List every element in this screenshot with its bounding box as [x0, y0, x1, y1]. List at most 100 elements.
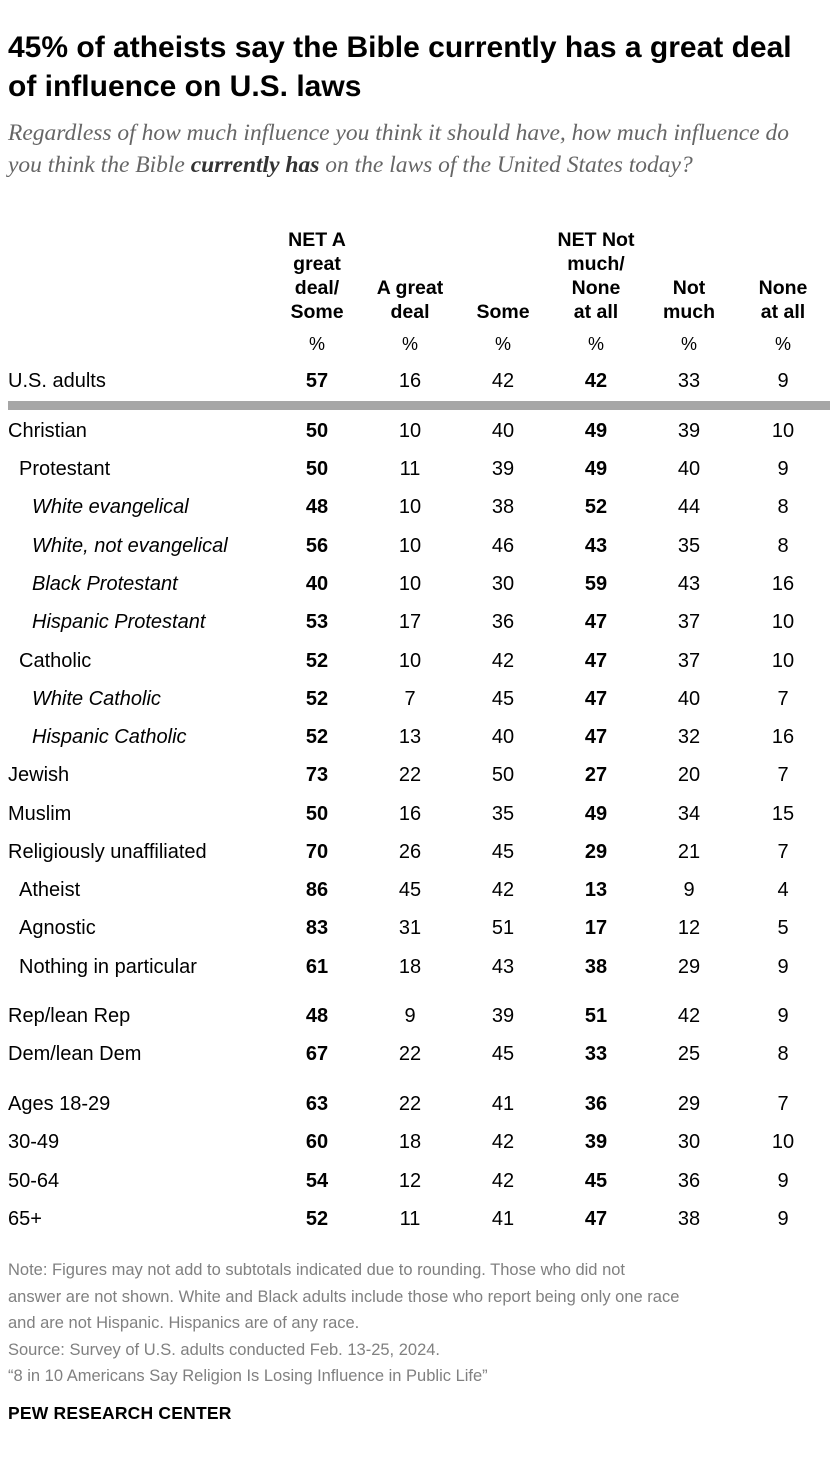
- chart-title: 45% of atheists say the Bible currently …: [8, 31, 792, 103]
- row-label: Nothing in particular: [19, 956, 197, 978]
- table-cell: 49: [584, 803, 608, 825]
- table-cell: 12: [677, 917, 701, 939]
- table-cell: 33: [677, 370, 701, 392]
- table-cell: 34: [677, 803, 701, 825]
- table-cell: 8: [777, 496, 789, 518]
- table-cell: 47: [584, 611, 608, 633]
- column-header: A great deal: [355, 228, 465, 324]
- table-cell: 33: [584, 1043, 608, 1065]
- unit-label: %: [587, 334, 604, 354]
- chart-subtitle: Regardless of how much influence you thi…: [8, 118, 818, 181]
- table-row: Christian 50 10 40 49 39 10: [0, 420, 840, 450]
- row-label: Religiously unaffiliated: [8, 841, 207, 863]
- table-cell: 17: [398, 611, 422, 633]
- report-title-line: “8 in 10 Americans Say Religion Is Losin…: [8, 1367, 488, 1385]
- table-row: Hispanic Protestant 53 17 36 47 37 10: [0, 611, 840, 641]
- table-cell: 39: [491, 1005, 515, 1027]
- column-header-line: deal: [390, 301, 430, 323]
- table-cell: 51: [584, 1005, 608, 1027]
- table-cell: 41: [491, 1093, 515, 1115]
- row-label: Black Protestant: [32, 573, 178, 595]
- table-cell: 44: [677, 496, 701, 518]
- table-row: Ages 18-29 63 22 41 36 29 7: [0, 1093, 840, 1123]
- table-cell: 10: [398, 420, 422, 442]
- table-row: White evangelical 48 10 38 52 44 8: [0, 496, 840, 526]
- table-cell: 52: [305, 650, 329, 672]
- table-cell: 7: [777, 1093, 789, 1115]
- table-cell: 49: [584, 420, 608, 442]
- table-cell: 10: [398, 573, 422, 595]
- table-cell: 60: [305, 1131, 329, 1153]
- table-cell: 7: [777, 841, 789, 863]
- table-cell: 21: [677, 841, 701, 863]
- table-cell: 29: [584, 841, 608, 863]
- table-row: Jewish 73 22 50 27 20 7: [0, 764, 840, 794]
- table-cell: 45: [491, 841, 515, 863]
- table-cell: 43: [677, 573, 701, 595]
- row-label: 50-64: [8, 1170, 60, 1192]
- table-cell: 40: [305, 573, 329, 595]
- table-cell: 46: [491, 535, 515, 557]
- table-cell: 5: [777, 917, 789, 939]
- table-cell: 39: [677, 420, 701, 442]
- table-cell: 31: [398, 917, 422, 939]
- table-cell: 9: [777, 1208, 789, 1230]
- table-cell: 11: [399, 458, 421, 480]
- table-cell: 53: [305, 611, 329, 633]
- table-cell: 22: [398, 764, 422, 786]
- table-cell: 13: [398, 726, 422, 748]
- row-label: Ages 18-29: [8, 1093, 111, 1115]
- table-cell: 32: [677, 726, 701, 748]
- table-cell: 38: [677, 1208, 701, 1230]
- unit-label: %: [308, 334, 325, 354]
- table-cell: 10: [398, 650, 422, 672]
- table-cell: 51: [491, 917, 515, 939]
- table-row: Protestant 50 11 39 49 40 9: [0, 458, 840, 488]
- table-cell: 38: [584, 956, 608, 978]
- table-row: 50-64 54 12 42 45 36 9: [0, 1170, 840, 1200]
- table-row: Muslim 50 16 35 49 34 15: [0, 803, 840, 833]
- column-header-line: A great: [376, 277, 444, 299]
- table-cell: 43: [584, 535, 608, 557]
- table-row: Rep/lean Rep 48 9 39 51 42 9: [0, 1005, 840, 1035]
- row-label: White evangelical: [32, 496, 189, 518]
- table-cell: 10: [398, 496, 422, 518]
- table-cell: 42: [584, 370, 608, 392]
- table-cell: 73: [305, 764, 329, 786]
- table-cell: 42: [491, 370, 515, 392]
- table-cell: 37: [677, 650, 701, 672]
- table-cell: 36: [677, 1170, 701, 1192]
- note-line: Note: Figures may not add to subtotals i…: [8, 1261, 626, 1279]
- column-header-line: at all: [760, 301, 806, 323]
- row-label: U.S. adults: [8, 370, 106, 392]
- row-label: Atheist: [19, 879, 81, 901]
- table-cell: 40: [491, 726, 515, 748]
- table-cell: 45: [491, 688, 515, 710]
- table-cell: 7: [404, 688, 416, 710]
- row-label: Dem/lean Dem: [8, 1043, 142, 1065]
- table-cell: 30: [677, 1131, 701, 1153]
- table-cell: 10: [771, 650, 795, 672]
- table-cell: 43: [491, 956, 515, 978]
- table-cell: 42: [491, 650, 515, 672]
- table-cell: 45: [491, 1043, 515, 1065]
- row-label: White, not evangelical: [32, 535, 228, 557]
- table-row: White Catholic 52 7 45 47 40 7: [0, 688, 840, 718]
- table-cell: 12: [398, 1170, 422, 1192]
- subtitle-text-end: on the laws of the United States today?: [319, 151, 693, 178]
- table-row: Nothing in particular 61 18 43 38 29 9: [0, 956, 840, 986]
- note-line: and are not Hispanic. Hispanics are of a…: [8, 1314, 360, 1332]
- unit-label: %: [494, 334, 511, 354]
- table-cell: 52: [305, 688, 329, 710]
- table-cell: 47: [584, 650, 608, 672]
- table-cell: 86: [305, 879, 329, 901]
- table-cell: 16: [398, 370, 422, 392]
- table-cell: 59: [584, 573, 608, 595]
- table-cell: 9: [683, 879, 695, 901]
- column-header-line: great: [293, 253, 341, 275]
- column-header-line: NET A: [288, 229, 346, 251]
- row-label: Rep/lean Rep: [8, 1005, 131, 1027]
- table-row: U.S. adults 57 16 42 42 33 9: [0, 370, 840, 400]
- column-header-line: much/: [567, 253, 625, 275]
- table-cell: 39: [491, 458, 515, 480]
